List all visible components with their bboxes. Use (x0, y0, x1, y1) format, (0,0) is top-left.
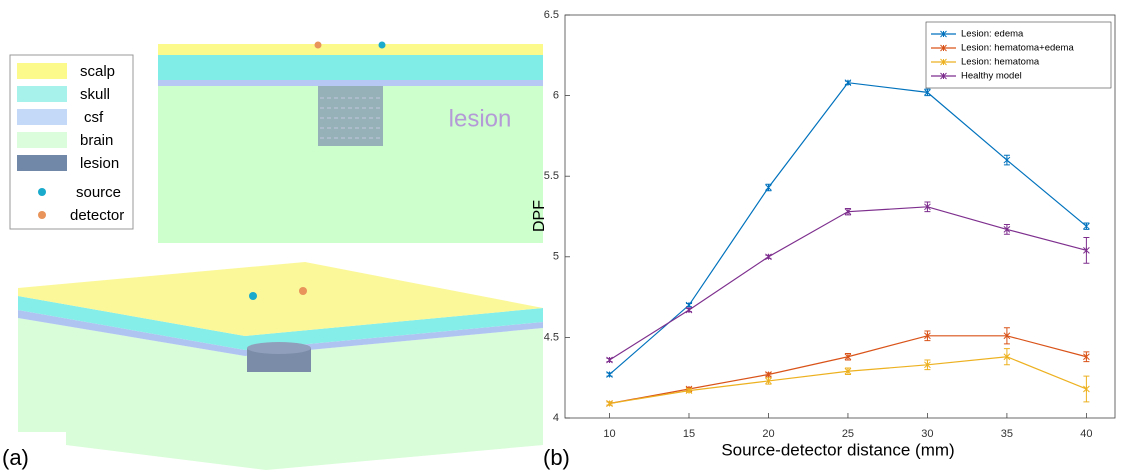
diagram-legend: scalp skull csf brain lesion source dete… (10, 55, 133, 229)
x-tick-label: 15 (683, 428, 695, 440)
y-tick-label: 5 (553, 251, 559, 263)
x-tick-label: 35 (1001, 428, 1013, 440)
data-point (1083, 223, 1089, 229)
y-tick-label: 6.5 (544, 9, 559, 21)
swatch (17, 86, 67, 102)
legend-label: detector (70, 207, 124, 224)
swatch (38, 188, 46, 196)
data-point (607, 371, 613, 377)
swatch (17, 63, 67, 79)
lesion-box (318, 86, 383, 146)
detector-dot (299, 287, 307, 295)
data-point (1083, 386, 1089, 392)
panel-label: (b) (543, 445, 570, 470)
csf-layer (158, 80, 543, 86)
chart-legend: Lesion: edema Lesion: hematoma+edema Lesio… (926, 22, 1111, 88)
legend-label: csf (84, 109, 104, 126)
series-line (610, 83, 1087, 375)
cross-section: lesion (158, 42, 543, 244)
y-tick-label: 6 (553, 90, 559, 102)
y-axis-label: DPF (531, 200, 548, 232)
series-line (610, 207, 1087, 360)
data-point (1004, 157, 1010, 163)
data-point (765, 184, 771, 190)
lesion-top (247, 342, 311, 354)
panel-label: (a) (2, 445, 29, 470)
legend-label: Lesion: edema (961, 29, 1024, 40)
x-tick-label: 25 (842, 428, 854, 440)
data-point (686, 307, 692, 313)
source-dot (379, 42, 386, 49)
scalp-layer (158, 44, 543, 55)
y-tick-label: 4 (553, 412, 559, 424)
data-point (607, 357, 613, 363)
legend-label: scalp (80, 63, 115, 80)
legend-label: Lesion: hematoma+edema (961, 43, 1074, 54)
data-point (765, 254, 771, 260)
swatch (17, 132, 67, 148)
swatch (38, 211, 46, 219)
source-dot (249, 292, 257, 300)
legend-label: source (76, 184, 121, 201)
y-tick-label: 4.5 (544, 331, 559, 343)
series-line (610, 357, 1087, 404)
model-3d (18, 262, 543, 470)
legend-label: skull (80, 86, 110, 103)
legend-label: Lesion: hematoma (961, 57, 1040, 68)
detector-dot (315, 42, 322, 49)
figure: lesion scalp skull csf brain lesion sour… (0, 0, 1138, 473)
legend-label: brain (80, 132, 113, 149)
legend-label: lesion (80, 155, 119, 172)
y-tick-label: 5.5 (544, 170, 559, 182)
skull-layer (158, 55, 543, 80)
x-tick-label: 30 (921, 428, 933, 440)
swatch (17, 155, 67, 171)
legend-label: Healthy model (961, 71, 1022, 82)
x-axis-label: Source-detector distance (mm) (721, 440, 954, 459)
x-tick-label: 10 (603, 428, 615, 440)
x-tick-label: 40 (1080, 428, 1092, 440)
swatch (17, 109, 67, 125)
lesion-label: lesion (449, 105, 512, 132)
x-tick-label: 20 (762, 428, 774, 440)
